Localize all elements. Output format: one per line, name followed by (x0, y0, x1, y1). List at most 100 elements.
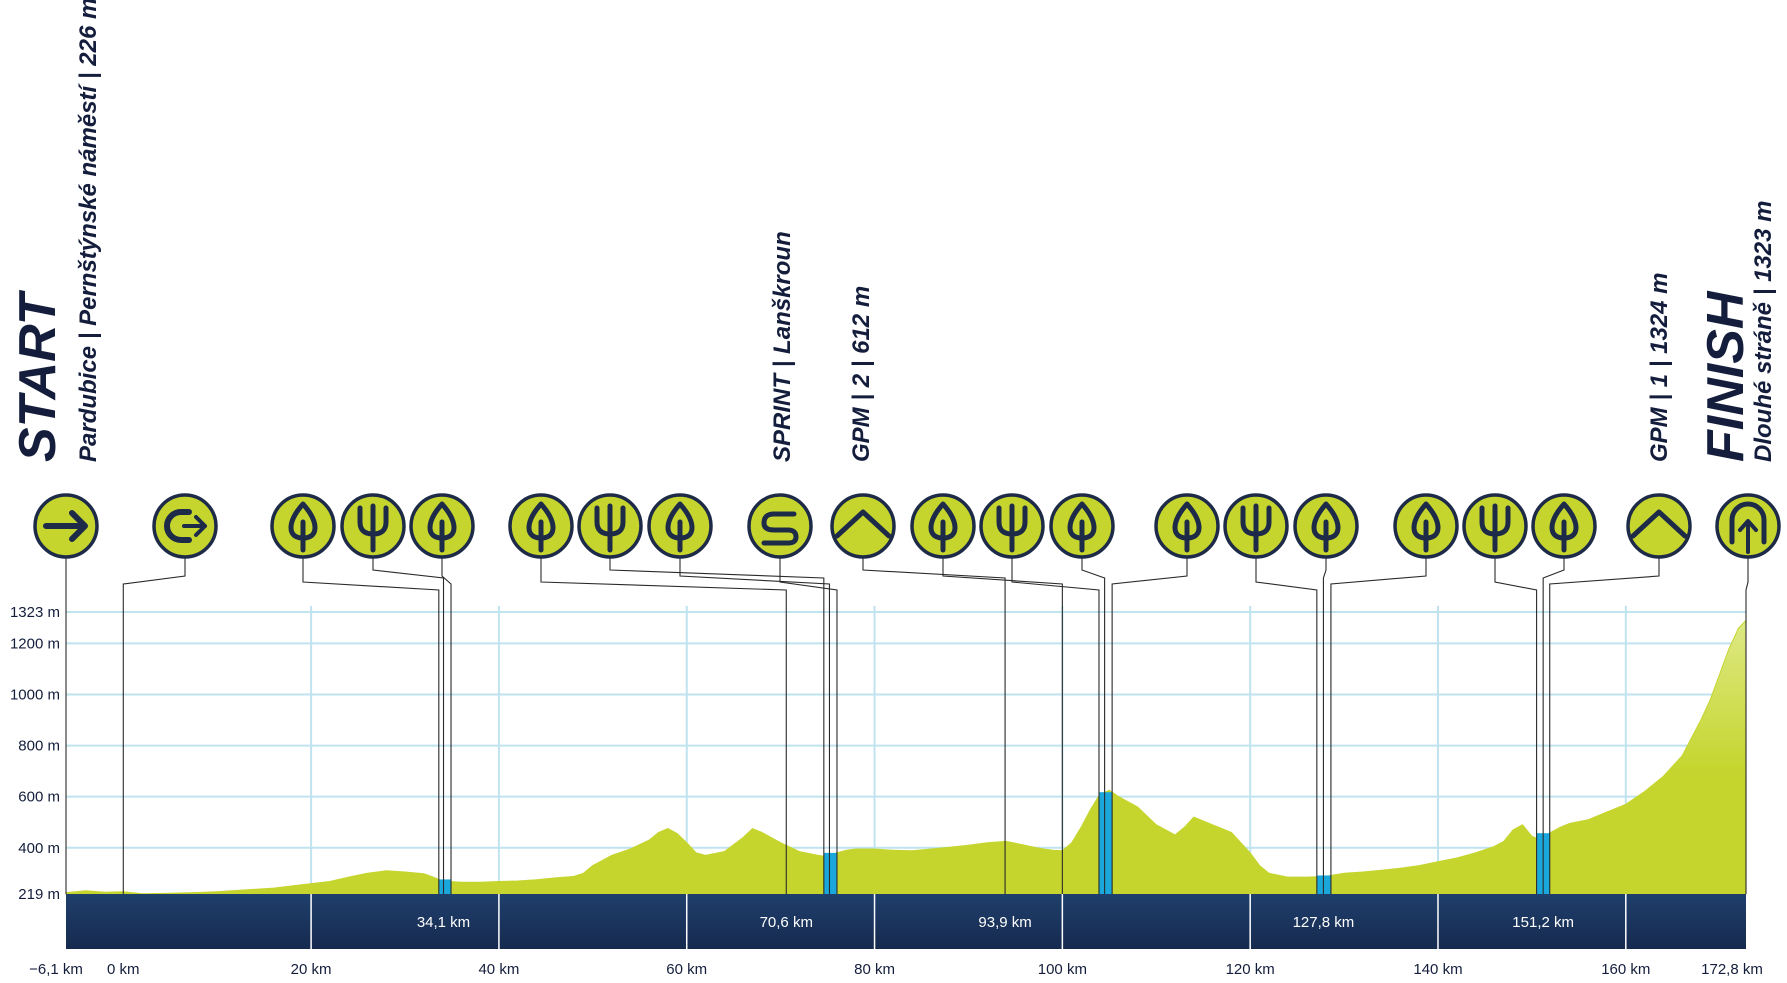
annotation: SPRINT | Lanškroun (769, 231, 796, 462)
y-tick-label: 1000 m (10, 687, 60, 704)
x-tick-label: 160 km (1601, 961, 1650, 978)
fork-glyph (996, 503, 1028, 553)
annotation-title: FINISH (1697, 290, 1755, 462)
fork-icon (577, 493, 643, 559)
leader-line (1494, 557, 1538, 894)
annotation-title: START (9, 289, 67, 462)
leaf-icon (508, 493, 574, 559)
x-tick-label: 100 km (1038, 961, 1087, 978)
climb-segments (438, 792, 1550, 894)
leader-line (1549, 557, 1660, 894)
leader-line (1011, 557, 1100, 894)
annotation-text: GPM | 1 | 1324 m (1646, 272, 1673, 462)
segment-distance-label: 34,1 km (417, 914, 470, 931)
x-tick-label: 0 km (107, 961, 140, 978)
sprint-icon (747, 493, 813, 559)
fork-icon (340, 493, 406, 559)
distance-band: 34,1 km 70,6 km 93,9 km 127,8 km 151,2 km (66, 894, 1746, 949)
y-tick-label: 800 m (18, 738, 60, 755)
marker-leader-lines (65, 557, 1749, 894)
segment-distance-label: 93,9 km (978, 914, 1031, 931)
leaf-icon (1531, 493, 1597, 559)
route-markers (33, 493, 1781, 559)
leader-line (1542, 557, 1565, 894)
leaf-icon (647, 493, 713, 559)
fork-glyph (1479, 503, 1511, 553)
x-tick-label: 172,8 km (1701, 961, 1763, 978)
marker-circle (830, 493, 896, 559)
leader-line (122, 557, 186, 894)
fork-glyph (1240, 503, 1272, 553)
leaf-icon (1293, 493, 1359, 559)
leader-line (1255, 557, 1318, 894)
climb-icon (830, 493, 896, 559)
fork-glyph (594, 503, 626, 553)
leader-line (372, 557, 445, 894)
leader-line (441, 557, 452, 894)
x-axis-labels: −6,1 km 0 km 20 km 40 km 60 km 80 km 100 km 120… (29, 961, 1763, 978)
marker-circle (1626, 493, 1692, 559)
y-tick-label: 1200 m (10, 635, 60, 652)
sprint-glyph (761, 511, 799, 546)
x-tick-label: −6,1 km (29, 961, 83, 978)
leader-line (1745, 557, 1749, 894)
y-tick-label: 600 m (18, 789, 60, 806)
annotation: START Pardubice | Pernštýnské náměstí | 2… (9, 0, 102, 462)
distance-band-bar (66, 894, 1746, 949)
leaf-icon (409, 493, 475, 559)
x-tick-label: 60 km (666, 961, 707, 978)
leader-line (1330, 557, 1427, 894)
segment-distance-label: 70,6 km (760, 914, 813, 931)
climb-glyph (834, 509, 892, 539)
y-tick-label: 219 m (18, 886, 60, 903)
leader-line (862, 557, 1006, 894)
leaf-icon (1154, 493, 1220, 559)
x-tick-label: 40 km (478, 961, 519, 978)
annotation-text: SPRINT | Lanškroun (769, 231, 796, 462)
annotation: GPM | 2 | 612 m (848, 286, 875, 462)
segment-distance-label: 151,2 km (1512, 914, 1574, 931)
elevation-profile (65, 619, 1747, 895)
finish-arch (1729, 501, 1767, 545)
leader-line (609, 557, 825, 894)
y-tick-label: 1323 m (10, 604, 60, 621)
leader-line (302, 557, 440, 894)
annotation: GPM | 1 | 1324 m (1646, 272, 1673, 462)
finish-icon (1715, 493, 1781, 559)
leader-line (779, 557, 838, 894)
arrow-right-icon (33, 493, 99, 559)
leader-line (679, 557, 831, 894)
leaf-icon (270, 493, 336, 559)
leaf-icon (1393, 493, 1459, 559)
leaf-icon (910, 493, 976, 559)
u-turn-glyph (164, 509, 192, 543)
annotation-text: Pardubice | Pernštýnské náměstí | 226 m (75, 0, 102, 462)
leader-line (1111, 557, 1188, 894)
u-turn-icon (152, 493, 218, 559)
climb-segment (1098, 792, 1113, 894)
x-tick-label: 20 km (291, 961, 332, 978)
climb-icon (1626, 493, 1692, 559)
leader-line (1081, 557, 1106, 894)
leader-line (540, 557, 787, 894)
segment-distance-label: 127,8 km (1293, 914, 1355, 931)
climb-glyph (1630, 509, 1688, 539)
x-tick-label: 140 km (1413, 961, 1462, 978)
u-turn-arrow (182, 515, 207, 537)
y-axis-labels: 219 m 400 m 600 m 800 m 1000 m 1200 m 1323 m (10, 604, 60, 903)
leader-line (942, 557, 1063, 894)
fork-icon (1223, 493, 1289, 559)
x-tick-label: 80 km (854, 961, 895, 978)
climb-segment (823, 852, 837, 894)
annotations: START Pardubice | Pernštýnské náměstí | 2… (9, 0, 1777, 462)
fork-icon (979, 493, 1045, 559)
finish-arrow (1738, 519, 1758, 554)
marker-circle (747, 493, 813, 559)
annotation-text: Dlouhé stráně | 1323 m (1750, 201, 1777, 462)
climb-segment (438, 879, 452, 894)
annotation-text: GPM | 2 | 612 m (848, 286, 875, 462)
leaf-icon (1049, 493, 1115, 559)
y-tick-label: 400 m (18, 840, 60, 857)
